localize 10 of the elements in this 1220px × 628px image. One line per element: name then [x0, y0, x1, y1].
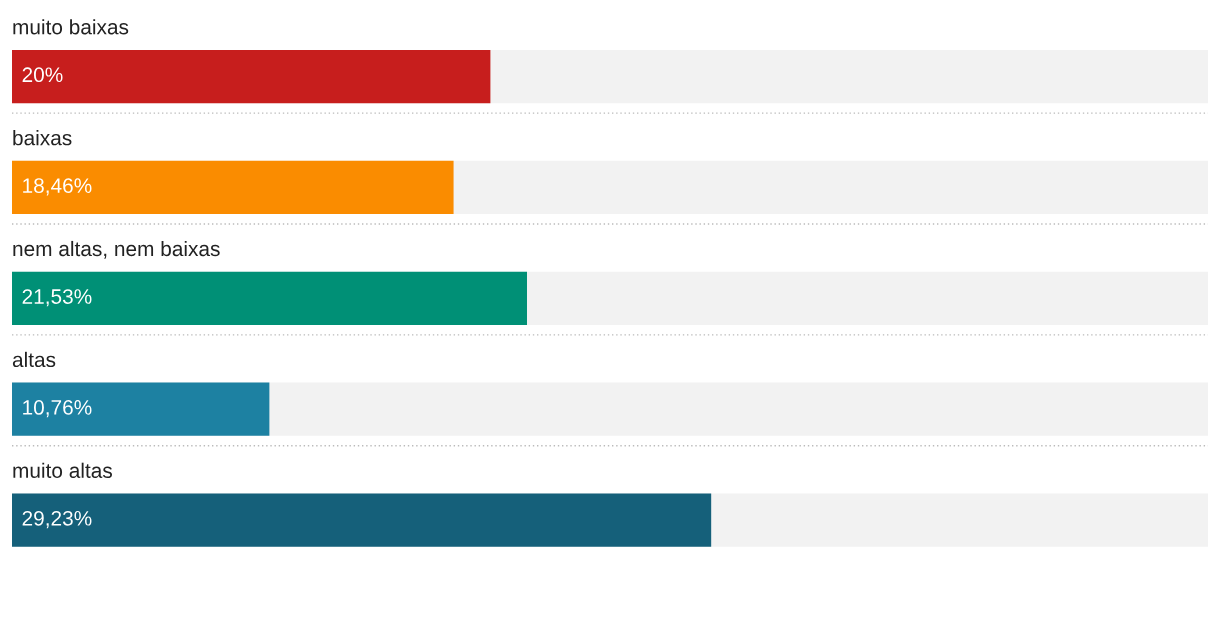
- y-tick-label: baixas: [13, 130, 72, 146]
- data-label: 10,76%: [23, 400, 92, 418]
- y-tick-label: altas: [12, 351, 56, 368]
- y-tick-label: muito altas: [13, 462, 112, 478]
- data-label: 18,46%: [23, 178, 92, 196]
- y-tick-label: muito baixas: [13, 19, 129, 35]
- data-label: 21,53%: [22, 289, 92, 307]
- y-tick-label: nem altas, nem baixas: [13, 240, 220, 259]
- data-label: 20%: [22, 67, 63, 83]
- data-label: 29,23%: [22, 510, 92, 529]
